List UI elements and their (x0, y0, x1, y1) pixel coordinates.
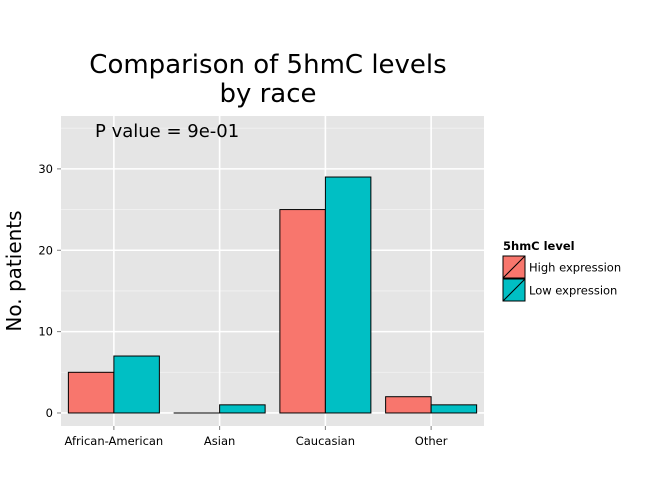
y-tick-label: 20 (38, 243, 53, 257)
chart-title-line2: by race (219, 79, 316, 109)
x-tick-label: Asian (204, 434, 235, 448)
bar-african-american-low-expression (114, 356, 160, 413)
x-tick-label: Caucasian (296, 434, 355, 448)
legend-label: Low expression (529, 284, 617, 298)
legend-entry: Low expression (503, 279, 617, 301)
x-tick-label: Other (415, 434, 448, 448)
y-tick-label: 30 (38, 162, 53, 176)
x-axis-ticks: African-American Asian Caucasian Other (65, 426, 448, 448)
legend-title: 5hmC level (503, 239, 575, 253)
y-tick-label: 0 (46, 406, 53, 420)
legend: 5hmC level High expression Low expression (503, 239, 621, 301)
bar-other-low-expression (431, 405, 477, 413)
x-tick-label: African-American (65, 434, 164, 448)
bar-african-american-high-expression (68, 372, 114, 413)
bar-other-high-expression (386, 397, 432, 413)
y-axis-label: No. patients (2, 210, 26, 331)
y-axis-ticks: 0 10 20 30 (38, 162, 61, 420)
legend-entry: High expression (503, 256, 621, 278)
chart-title-line1: Comparison of 5hmC levels (89, 50, 446, 80)
p-value-annotation: P value = 9e-01 (95, 121, 239, 142)
y-tick-label: 10 (38, 325, 53, 339)
bar-caucasian-low-expression (325, 177, 371, 413)
legend-label: High expression (529, 261, 621, 275)
bar-asian-low-expression (220, 405, 266, 413)
bar-caucasian-high-expression (280, 210, 326, 413)
